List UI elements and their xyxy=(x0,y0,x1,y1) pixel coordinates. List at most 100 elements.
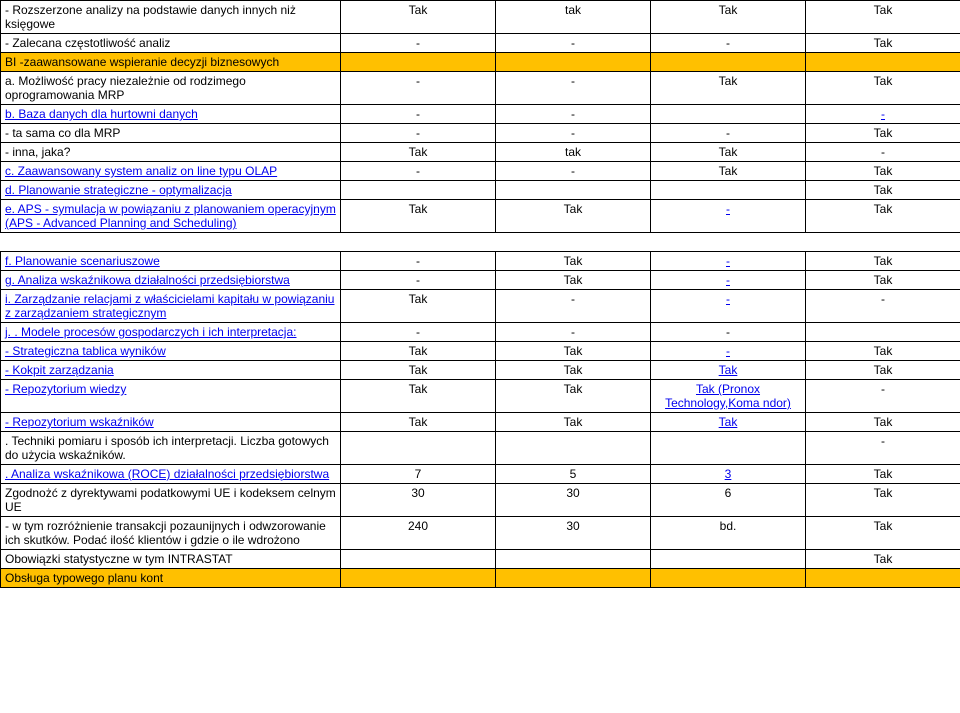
row-value: - xyxy=(341,105,496,124)
row-label: f. Planowanie scenariuszowe xyxy=(1,252,341,271)
row-value xyxy=(651,181,806,200)
row-value: Tak xyxy=(651,361,806,380)
table-row: - Repozytorium wskaźnikówTakTakTakTak xyxy=(1,413,960,432)
row-label-link[interactable]: d. Planowanie strategiczne - optymalizac… xyxy=(5,183,232,197)
row-label: - Repozytorium wiedzy xyxy=(1,380,341,413)
row-value: Tak xyxy=(341,200,496,233)
table-row: - Kokpit zarządzaniaTakTakTakTak xyxy=(1,361,960,380)
row-value xyxy=(496,432,651,465)
table-row: c. Zaawansowany system analiz on line ty… xyxy=(1,162,960,181)
row-label: BI -zaawansowane wspieranie decyzji bizn… xyxy=(1,53,341,72)
row-value: Tak xyxy=(806,200,960,233)
table-row: d. Planowanie strategiczne - optymalizac… xyxy=(1,181,960,200)
table-row: Obowiązki statystyczne w tym INTRASTATTa… xyxy=(1,550,960,569)
row-value xyxy=(496,569,651,588)
row-label: c. Zaawansowany system analiz on line ty… xyxy=(1,162,341,181)
table-row: i. Zarządzanie relacjami z właścicielami… xyxy=(1,290,960,323)
row-label-link[interactable]: - Repozytorium wskaźników xyxy=(5,415,154,429)
row-label: - Kokpit zarządzania xyxy=(1,361,341,380)
row-label-link[interactable]: - Repozytorium wiedzy xyxy=(5,382,126,396)
row-value: Tak xyxy=(806,517,960,550)
row-label-link[interactable]: . Analiza wskaźnikowa (ROCE) działalnośc… xyxy=(5,467,329,481)
row-label-link[interactable]: b. Baza danych dla hurtowni danych xyxy=(5,107,198,121)
row-value: - xyxy=(341,162,496,181)
row-value: Tak xyxy=(651,413,806,432)
row-value: Tak xyxy=(651,143,806,162)
table-row: Zgodnożć z dyrektywami podatkowymi UE i … xyxy=(1,484,960,517)
row-value: Tak xyxy=(806,72,960,105)
table-row: - Zalecana częstotliwość analiz---Tak xyxy=(1,34,960,53)
table-row: - inna, jaka?TaktakTak- xyxy=(1,143,960,162)
row-value: Tak xyxy=(496,361,651,380)
row-value xyxy=(651,550,806,569)
row-value: Tak xyxy=(651,1,806,34)
row-label: j. . Modele procesów gospodarczych i ich… xyxy=(1,323,341,342)
row-label: - inna, jaka? xyxy=(1,143,341,162)
row-value: Tak xyxy=(496,413,651,432)
row-value xyxy=(651,105,806,124)
row-value xyxy=(341,53,496,72)
row-value: Tak xyxy=(806,1,960,34)
row-value: bd. xyxy=(651,517,806,550)
row-label-link[interactable]: i. Zarządzanie relacjami z właścicielami… xyxy=(5,292,334,320)
row-value-link[interactable]: - xyxy=(726,292,730,306)
row-value-link[interactable]: - xyxy=(726,202,730,216)
row-label-link[interactable]: - Kokpit zarządzania xyxy=(5,363,114,377)
table-row: f. Planowanie scenariuszowe-Tak-Tak xyxy=(1,252,960,271)
row-value xyxy=(806,53,960,72)
row-value-link[interactable]: 3 xyxy=(725,467,732,481)
table-row: b. Baza danych dla hurtowni danych--- xyxy=(1,105,960,124)
row-value-link[interactable]: Tak (Pronox Technology,Koma ndor) xyxy=(665,382,791,410)
row-label: a. Możliwość pracy niezależnie od rodzim… xyxy=(1,72,341,105)
row-value-link[interactable]: - xyxy=(726,254,730,268)
row-value: Tak xyxy=(341,342,496,361)
table-row: - Rozszerzone analizy na podstawie danyc… xyxy=(1,1,960,34)
row-label-link[interactable]: - Strategiczna tablica wyników xyxy=(5,344,166,358)
row-label: d. Planowanie strategiczne - optymalizac… xyxy=(1,181,341,200)
row-label: - Strategiczna tablica wyników xyxy=(1,342,341,361)
row-value: Tak xyxy=(806,413,960,432)
table-row xyxy=(1,233,960,252)
table-row: - ta sama co dla MRP---Tak xyxy=(1,124,960,143)
row-value: Tak xyxy=(341,413,496,432)
row-value xyxy=(341,569,496,588)
row-value xyxy=(651,432,806,465)
row-value-link[interactable]: - xyxy=(726,273,730,287)
row-value: tak xyxy=(496,1,651,34)
row-value: - xyxy=(806,290,960,323)
row-value-link[interactable]: - xyxy=(881,107,885,121)
row-value: - xyxy=(341,252,496,271)
row-value: Tak xyxy=(806,361,960,380)
comparison-table: - Rozszerzone analizy na podstawie danyc… xyxy=(0,0,960,588)
row-label-link[interactable]: f. Planowanie scenariuszowe xyxy=(5,254,160,268)
row-value: Tak xyxy=(496,200,651,233)
row-label-link[interactable]: j. . Modele procesów gospodarczych i ich… xyxy=(5,325,296,339)
row-value: - xyxy=(806,380,960,413)
row-label: - Repozytorium wskaźników xyxy=(1,413,341,432)
row-label-link[interactable]: e. APS - symulacja w powiązaniu z planow… xyxy=(5,202,336,230)
row-value: - xyxy=(651,271,806,290)
row-label: Obowiązki statystyczne w tym INTRASTAT xyxy=(1,550,341,569)
row-value: Tak xyxy=(806,465,960,484)
row-value: 30 xyxy=(496,484,651,517)
row-value-link[interactable]: - xyxy=(726,344,730,358)
table-row: - Repozytorium wiedzyTakTakTak (Pronox T… xyxy=(1,380,960,413)
row-label-link[interactable]: c. Zaawansowany system analiz on line ty… xyxy=(5,164,277,178)
row-value: 3 xyxy=(651,465,806,484)
row-value: - xyxy=(496,105,651,124)
row-label-link[interactable]: g. Analiza wskaźnikowa działalności prze… xyxy=(5,273,290,287)
row-value: - xyxy=(651,290,806,323)
row-value: - xyxy=(651,323,806,342)
row-value: Tak xyxy=(496,271,651,290)
table-row: a. Możliwość pracy niezależnie od rodzim… xyxy=(1,72,960,105)
row-value: - xyxy=(651,124,806,143)
row-value-link[interactable]: Tak xyxy=(719,415,738,429)
row-value: tak xyxy=(496,143,651,162)
row-value: Tak xyxy=(806,342,960,361)
section-header-row: BI -zaawansowane wspieranie decyzji bizn… xyxy=(1,53,960,72)
row-value: Tak xyxy=(341,290,496,323)
row-value-link[interactable]: Tak xyxy=(719,363,738,377)
row-value: - xyxy=(651,252,806,271)
row-value: - xyxy=(496,290,651,323)
row-label: Zgodnożć z dyrektywami podatkowymi UE i … xyxy=(1,484,341,517)
